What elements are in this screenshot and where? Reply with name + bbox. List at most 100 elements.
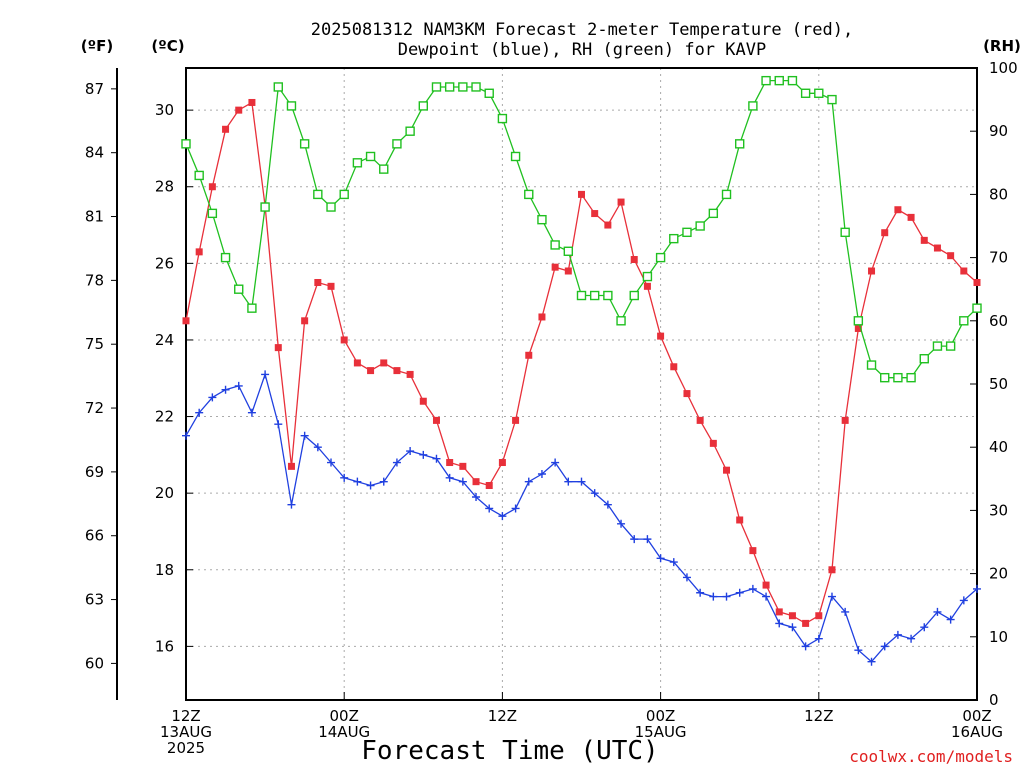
rh-point <box>497 113 508 124</box>
dewpoint-point <box>854 646 863 655</box>
rh-point <box>537 214 547 225</box>
rh-point <box>787 75 798 86</box>
x-tick-label: 12Z <box>171 707 200 725</box>
dewpoint-point <box>880 642 889 651</box>
rh-tick-label: 80 <box>989 185 1008 203</box>
rh-point <box>444 82 455 92</box>
fahrenheit-tick-label: 72 <box>85 399 104 417</box>
temperature-point <box>564 267 572 275</box>
rh-point <box>405 126 415 136</box>
rh-point <box>524 189 534 200</box>
temperature-point <box>512 416 520 424</box>
temperature-point <box>406 370 414 378</box>
dewpoint-point <box>893 630 902 639</box>
temperature-point <box>815 612 823 620</box>
dewpoint-point <box>406 447 415 456</box>
rh-point <box>471 82 481 92</box>
rh-point <box>708 208 719 219</box>
dewpoint-point <box>735 588 744 597</box>
dewpoint-point <box>458 477 467 486</box>
chart-title-line1: 2025081312 NAM3KM Forecast 2-meter Tempe… <box>311 20 853 40</box>
rh-point <box>603 290 613 301</box>
rh-point <box>207 208 218 219</box>
temperature-point <box>802 619 810 627</box>
temperature-point <box>367 367 375 375</box>
rh-point <box>959 316 969 326</box>
temperature-point <box>907 213 915 221</box>
temperature-point <box>657 332 665 340</box>
temperature-point <box>578 190 585 198</box>
celsius-tick-label: 30 <box>155 101 174 119</box>
rh-point <box>880 372 890 383</box>
rh-point <box>260 202 270 212</box>
temperature-point <box>208 183 216 191</box>
rh-point <box>906 372 916 383</box>
rh-point <box>972 303 982 313</box>
temperature-point <box>327 282 335 290</box>
dewpoint-point <box>353 477 362 486</box>
temperature-point <box>287 462 295 470</box>
temperature-point <box>485 482 493 490</box>
dewpoint-point <box>195 408 204 417</box>
temperature-point <box>670 363 678 371</box>
rh-point <box>313 189 323 200</box>
rh-tick-label: 30 <box>989 501 1008 519</box>
dewpoint-point <box>340 473 349 482</box>
rh-point <box>814 88 824 98</box>
fahrenheit-tick-label: 75 <box>85 335 104 353</box>
temperature-point <box>762 581 770 589</box>
temperature-point <box>973 278 981 286</box>
rh-point <box>629 290 639 301</box>
dewpoint-point <box>748 584 757 593</box>
dewpoint-point <box>946 615 955 624</box>
temperature-point <box>881 229 889 237</box>
rh-tick-label: 0 <box>989 691 999 709</box>
dewpoint-point <box>722 592 731 601</box>
rh-point <box>392 139 402 149</box>
rh-point <box>761 75 771 86</box>
temperature-line <box>185 101 978 625</box>
dewpoint-point <box>577 477 586 486</box>
dewpoint-point <box>524 477 533 486</box>
x-tick-label: 2025 <box>167 739 205 757</box>
temperature-point <box>235 106 243 114</box>
celsius-tick-label: 18 <box>155 561 174 579</box>
chart-title-line2: Dewpoint (blue), RH (green) for KAVP <box>398 40 766 60</box>
dewpoint-point <box>182 431 190 440</box>
temperature-point <box>591 210 599 218</box>
fahrenheit-tick-label: 81 <box>85 208 104 226</box>
rh-point <box>774 75 784 86</box>
temperature-point <box>419 397 427 405</box>
dewpoint-point <box>327 458 336 467</box>
series-lines <box>181 75 982 666</box>
rh-point <box>418 101 428 111</box>
temperature-point <box>340 336 348 344</box>
fahrenheit-tick-label: 87 <box>85 80 104 98</box>
x-tick-label: 00Z <box>330 707 359 725</box>
rh-point <box>695 221 705 231</box>
rh-point <box>735 139 745 149</box>
dewpoint-point <box>669 558 678 567</box>
rh-point <box>181 139 191 149</box>
rh-point <box>682 227 692 238</box>
dewpoint-point <box>603 500 612 509</box>
dewpoint-point <box>709 592 718 601</box>
dewpoint-point <box>234 381 243 390</box>
temperature-point <box>696 416 704 424</box>
rh-point <box>932 341 943 351</box>
rh-axis-label: (RH) <box>983 37 1021 55</box>
temperature-point <box>446 459 454 467</box>
rh-point <box>234 284 244 294</box>
rh-point <box>484 88 494 98</box>
dewpoint-point <box>656 554 665 563</box>
dewpoint-point <box>801 642 810 651</box>
rh-point <box>286 101 297 111</box>
rh-point <box>840 227 850 238</box>
celsius-tick-label: 16 <box>155 637 174 655</box>
rh-point <box>247 303 257 313</box>
rh-tick-label: 50 <box>989 375 1008 393</box>
x-tick-label: 12Z <box>804 707 833 725</box>
dewpoint-point <box>788 623 797 632</box>
rh-point <box>919 354 929 364</box>
rh-point <box>273 82 283 92</box>
